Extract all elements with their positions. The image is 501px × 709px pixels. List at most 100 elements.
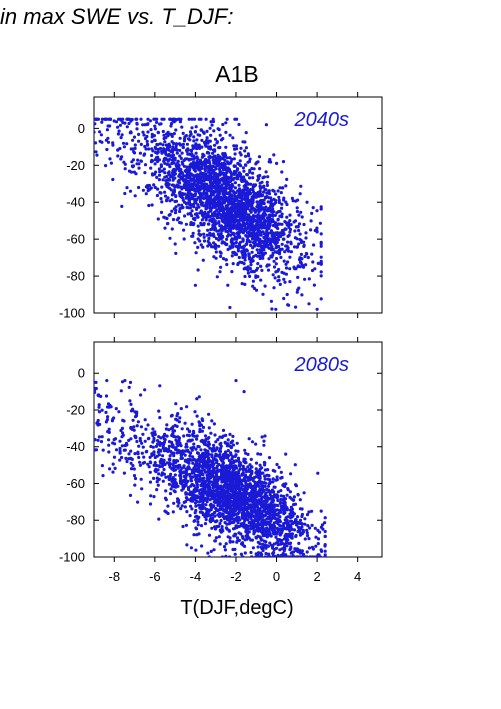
data-point: [187, 206, 191, 210]
data-point: [230, 245, 234, 249]
data-point: [266, 263, 270, 267]
data-point: [161, 178, 165, 182]
data-point: [192, 154, 196, 158]
data-point: [154, 156, 158, 160]
data-point: [228, 536, 232, 540]
data-point: [251, 514, 255, 518]
data-point: [197, 143, 201, 147]
data-point: [284, 272, 288, 276]
data-point: [228, 477, 232, 481]
data-point: [259, 249, 263, 253]
data-point: [204, 173, 208, 177]
data-point: [254, 467, 258, 471]
data-point: [172, 167, 176, 171]
data-point: [170, 150, 175, 154]
data-point: [251, 284, 255, 288]
data-point: [142, 153, 146, 157]
data-point: [222, 545, 227, 549]
data-point: [298, 533, 303, 537]
data-point: [229, 460, 233, 464]
data-point: [222, 196, 226, 200]
data-point: [255, 205, 259, 209]
data-point: [300, 512, 304, 517]
data-point: [139, 142, 143, 146]
data-point: [195, 481, 199, 485]
data-point: [215, 482, 219, 486]
data-point: [236, 195, 240, 199]
data-point: [238, 461, 242, 465]
data-point: [149, 128, 153, 132]
data-point: [240, 514, 244, 519]
data-point: [275, 233, 279, 237]
data-point: [254, 471, 258, 475]
data-point: [293, 463, 297, 467]
data-point: [276, 236, 280, 240]
data-point: [283, 280, 287, 284]
data-point: [121, 121, 125, 125]
data-point: [239, 164, 243, 168]
data-point: [247, 159, 252, 164]
data-point: [267, 530, 272, 535]
data-point: [236, 219, 240, 223]
data-point: [179, 507, 183, 511]
data-point: [209, 475, 213, 479]
data-point: [94, 448, 99, 452]
data-point: [211, 516, 215, 520]
data-point: [193, 183, 197, 187]
data-point: [198, 146, 202, 150]
data-point: [321, 527, 325, 531]
data-point: [263, 212, 267, 216]
data-point: [276, 503, 280, 508]
data-point: [283, 250, 287, 254]
data-point: [228, 502, 232, 506]
data-point: [199, 199, 203, 204]
data-point: [95, 153, 99, 157]
data-point: [177, 436, 181, 440]
data-point: [200, 417, 204, 421]
data-point: [181, 449, 185, 453]
data-point: [260, 252, 264, 256]
data-point: [179, 444, 183, 448]
data-point: [211, 151, 215, 155]
data-point: [173, 460, 177, 464]
data-point: [186, 427, 190, 431]
data-point: [166, 511, 170, 516]
data-point: [95, 421, 100, 425]
data-point: [268, 490, 272, 494]
data-point: [254, 475, 258, 479]
data-point: [162, 467, 166, 472]
data-point: [210, 419, 214, 423]
data-point: [161, 143, 165, 147]
data-point: [215, 194, 219, 198]
data-point: [204, 517, 208, 522]
data-point: [303, 537, 307, 541]
point-cloud: [94, 379, 327, 557]
data-point: [181, 185, 186, 189]
data-point: [254, 275, 258, 279]
data-point: [255, 200, 259, 204]
data-point: [258, 215, 262, 219]
data-point: [240, 179, 244, 183]
data-point: [175, 148, 179, 152]
data-point: [274, 262, 278, 266]
data-point: [264, 481, 268, 485]
data-point: [162, 472, 166, 476]
data-point: [108, 124, 112, 128]
data-point: [178, 148, 182, 152]
data-point: [271, 210, 275, 214]
data-point: [279, 255, 283, 259]
data-point: [285, 177, 289, 181]
data-point: [279, 489, 283, 493]
data-point: [276, 490, 280, 494]
data-point: [258, 184, 262, 188]
data-point: [157, 178, 161, 182]
data-point: [239, 211, 243, 215]
data-point: [232, 169, 237, 174]
data-point: [282, 259, 286, 263]
data-point: [214, 473, 218, 477]
data-point: [162, 133, 166, 137]
data-point: [116, 125, 120, 129]
data-point: [297, 222, 302, 226]
data-point: [202, 457, 206, 461]
data-point: [224, 555, 228, 557]
